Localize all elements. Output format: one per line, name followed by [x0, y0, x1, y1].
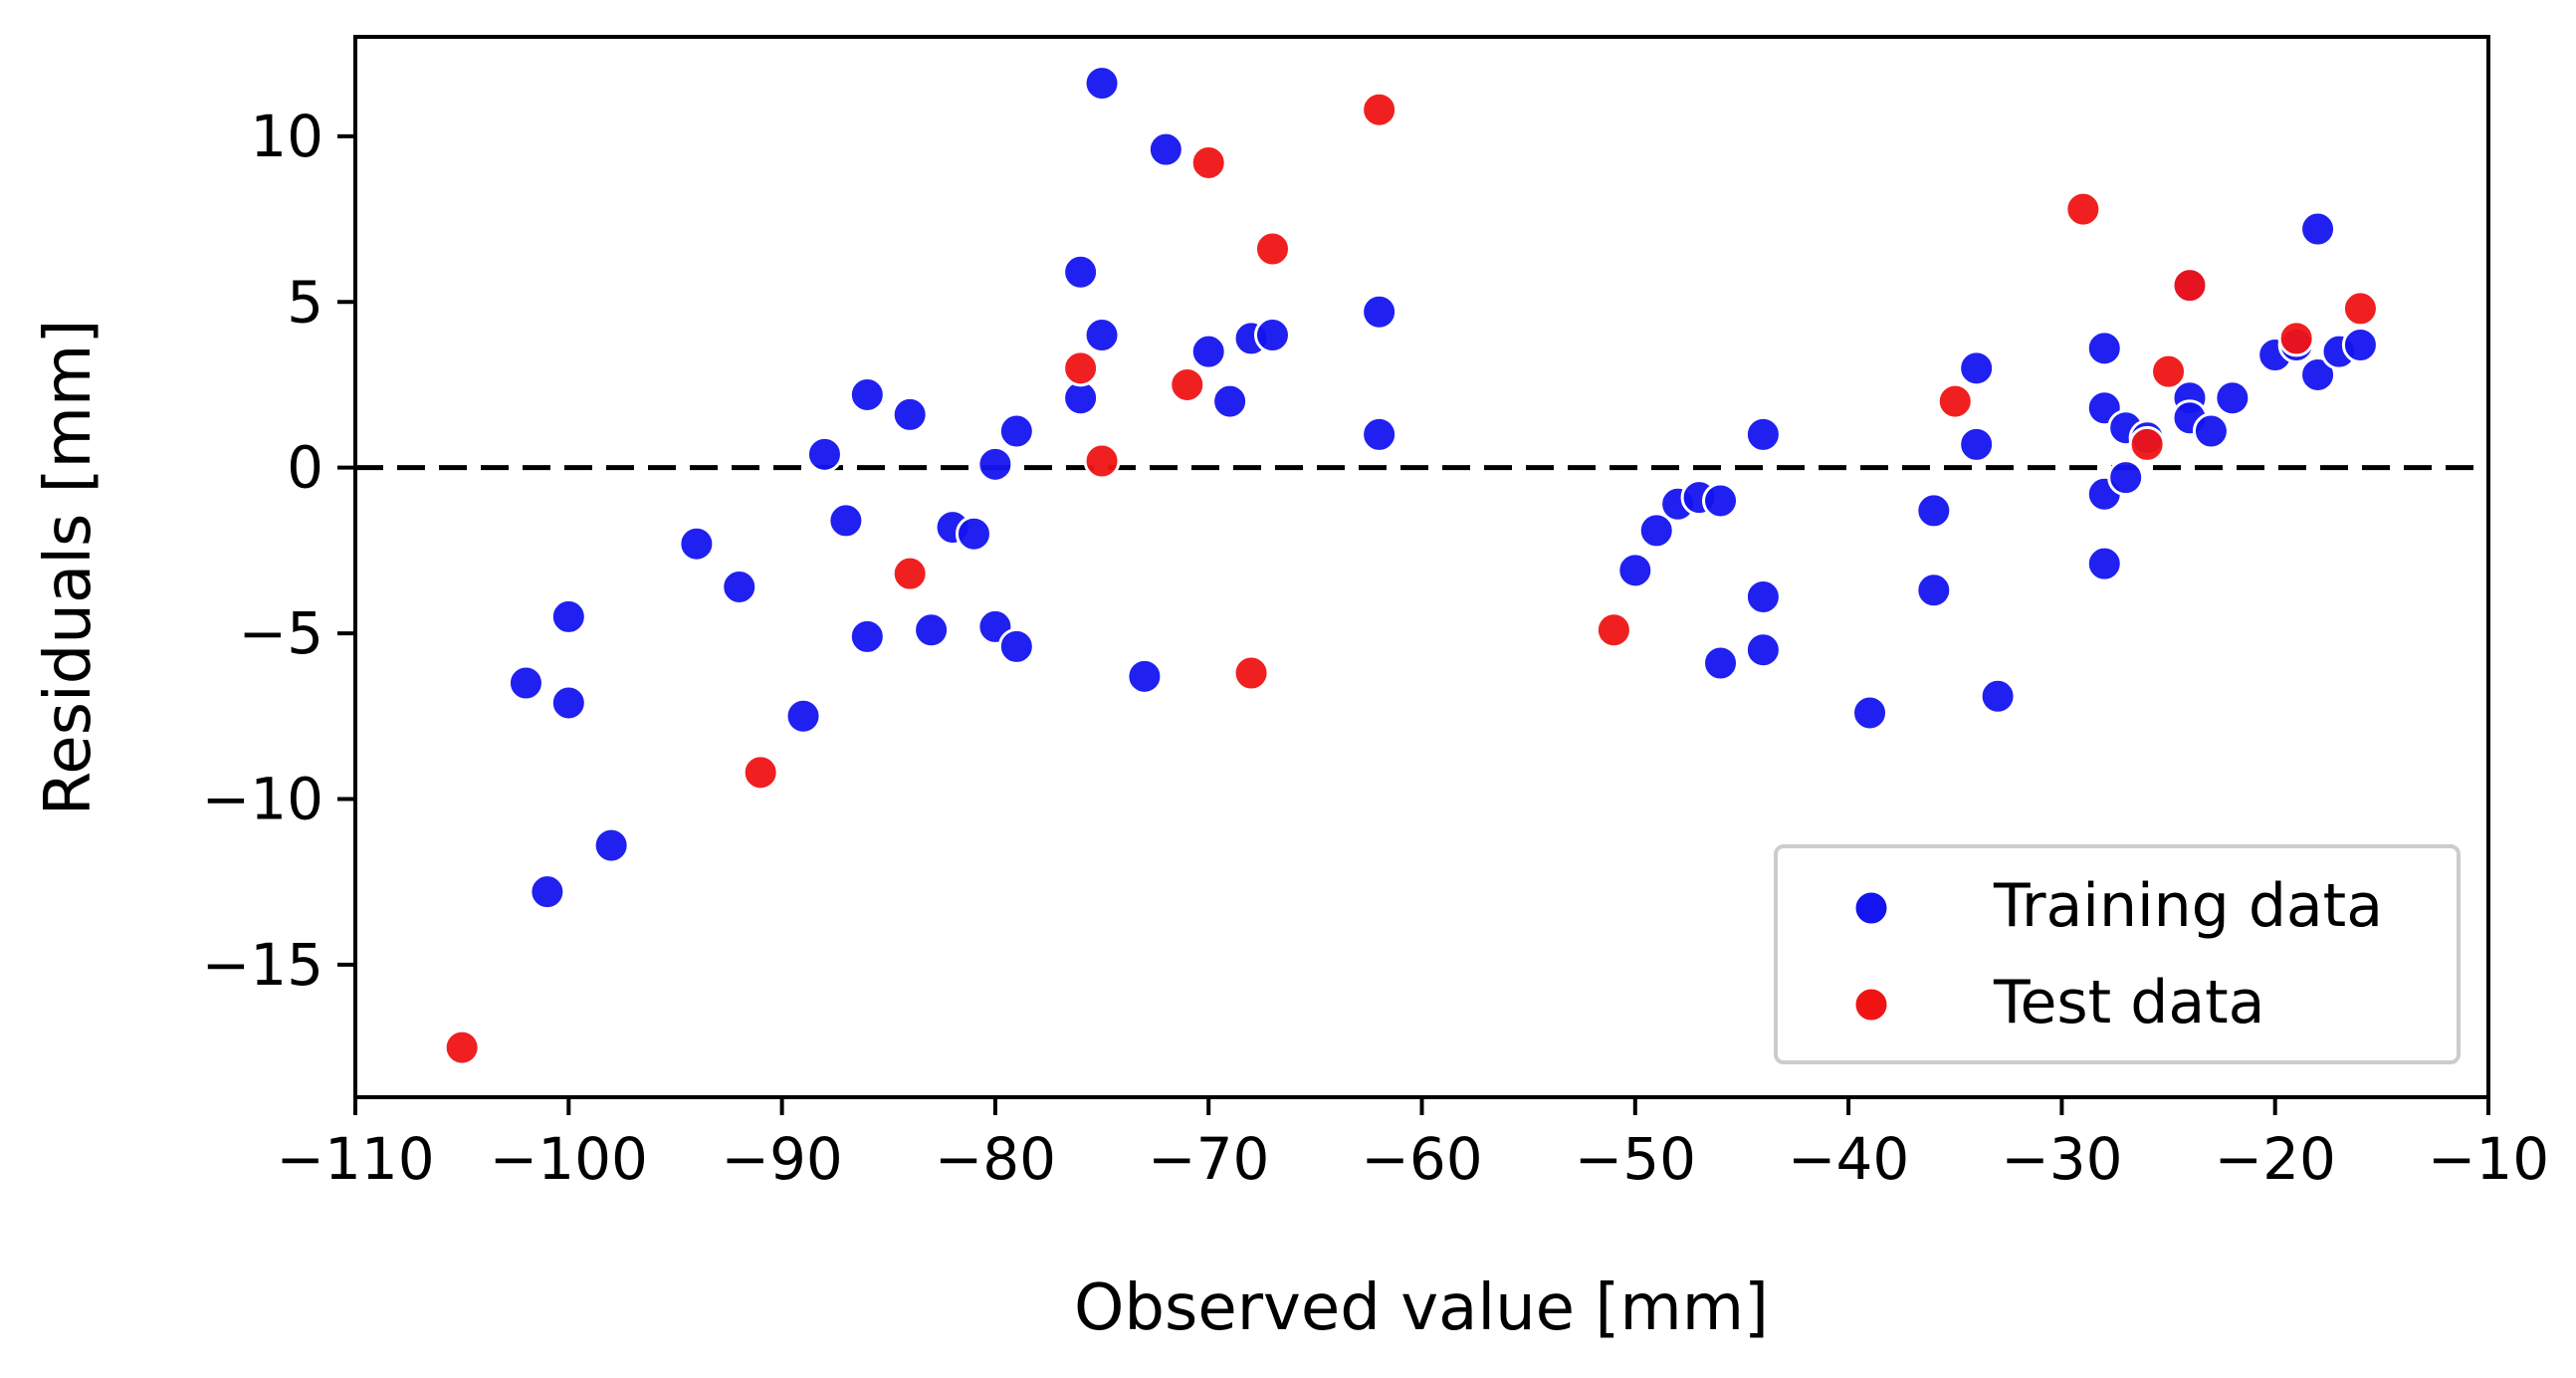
test-data-point — [1253, 230, 1291, 268]
training-data-point — [549, 684, 587, 722]
training-data-point — [848, 375, 886, 413]
training-data-point — [1744, 415, 1782, 453]
test-data-point — [2064, 190, 2102, 228]
training-data-point — [1744, 631, 1782, 669]
training-data-point — [1851, 694, 1889, 732]
legend-box — [1774, 844, 2461, 1064]
training-data-point — [997, 627, 1035, 665]
x-tick-label: −100 — [490, 1125, 648, 1193]
training-data-point — [2085, 330, 2123, 367]
training-data-point — [1979, 677, 2017, 715]
legend: Training data Test data — [1774, 844, 2461, 1064]
training-data-point — [1915, 572, 1953, 609]
test-data-point — [2341, 290, 2379, 328]
x-tick-label: −80 — [935, 1125, 1056, 1193]
training-data-point — [2107, 459, 2145, 497]
y-tick-label: −15 — [202, 931, 323, 999]
training-data-point — [1616, 552, 1654, 589]
training-data-point — [507, 664, 544, 702]
training-data-point — [1147, 130, 1184, 168]
training-data-point — [1958, 425, 1996, 463]
training-data-point — [721, 568, 758, 605]
training-data-point — [2192, 412, 2230, 450]
test-data-point — [1062, 349, 1100, 387]
test-data-point — [443, 1029, 481, 1066]
test-data-point — [1936, 382, 1974, 420]
training-data-point — [1253, 317, 1291, 354]
training-data-point — [1211, 382, 1249, 420]
plot-frame — [353, 35, 2490, 1099]
test-data-point — [2128, 425, 2166, 463]
x-tick-labels: −110 −100 −90 −80 −70 −60 −50 −40 −30 −20 −10 — [276, 1125, 2549, 1193]
test-data-point — [1189, 143, 1227, 181]
training-data-point — [955, 515, 992, 553]
training-data-point — [848, 617, 886, 655]
x-tick-label: −60 — [1361, 1125, 1482, 1193]
y-tick-label: −5 — [239, 599, 324, 667]
training-data-point — [678, 525, 716, 563]
training-data-point — [976, 445, 1014, 483]
training-data-point — [784, 697, 822, 735]
test-data-point — [1083, 442, 1121, 480]
training-data-point — [592, 826, 630, 864]
training-data-point — [2214, 379, 2252, 417]
test-data-point — [2171, 267, 2209, 305]
x-tick-label: −40 — [1788, 1125, 1909, 1193]
training-data-point — [1915, 492, 1953, 530]
x-tick-label: −20 — [2214, 1125, 2335, 1193]
y-tick-label: 10 — [250, 103, 323, 170]
training-data-point — [2085, 545, 2123, 582]
training-data-point — [2299, 210, 2337, 248]
test-data-point — [2277, 320, 2315, 357]
x-tick-label: −30 — [2001, 1125, 2122, 1193]
training-data-point — [2341, 327, 2379, 364]
x-tick-label: −110 — [276, 1125, 434, 1193]
legend-label-training: Training data — [1993, 871, 2383, 941]
training-data-point — [1637, 512, 1675, 550]
legend-marker-training — [1852, 889, 1890, 927]
training-data-point — [1702, 482, 1740, 520]
test-data-point — [2150, 352, 2188, 390]
y-tick-label: −10 — [202, 765, 323, 832]
training-data-point — [549, 597, 587, 635]
test-data-point — [891, 555, 929, 592]
test-data-point — [1232, 654, 1270, 692]
y-axis-title: Residuals [mm] — [32, 320, 106, 816]
data-points — [443, 65, 2379, 1066]
y-tick-label: 5 — [287, 268, 323, 336]
x-tick-label: −90 — [721, 1125, 842, 1193]
training-data-point — [805, 435, 843, 473]
training-data-point — [1083, 65, 1121, 103]
test-data-point — [1595, 611, 1632, 649]
x-axis-title: Observed value [mm] — [1074, 1271, 1769, 1345]
x-tick-label: −10 — [2428, 1125, 2549, 1193]
training-data-point — [891, 395, 929, 433]
training-data-point — [913, 611, 951, 649]
training-data-point — [1744, 577, 1782, 615]
training-data-point — [2299, 355, 2337, 393]
training-data-point — [529, 873, 566, 911]
training-data-point — [1083, 317, 1121, 354]
legend-label-test: Test data — [1993, 968, 2264, 1037]
training-data-point — [1126, 657, 1164, 695]
training-data-point — [1702, 644, 1740, 682]
training-data-point — [1958, 349, 1996, 387]
x-tick-label: −50 — [1575, 1125, 1696, 1193]
y-tick-labels: −15 −10 −5 0 5 10 — [202, 103, 323, 999]
training-data-point — [1189, 333, 1227, 370]
training-data-point — [827, 502, 865, 540]
training-data-point — [1361, 293, 1398, 331]
test-data-point — [1169, 365, 1206, 403]
training-data-point — [1062, 253, 1100, 291]
y-tick-label: 0 — [287, 434, 323, 502]
x-tick-label: −70 — [1148, 1125, 1269, 1193]
test-data-point — [742, 754, 779, 792]
test-data-point — [1361, 91, 1398, 128]
training-data-point — [1361, 415, 1398, 453]
legend-marker-test — [1852, 986, 1890, 1024]
training-data-point — [997, 412, 1035, 450]
tick-marks — [337, 133, 2490, 1115]
